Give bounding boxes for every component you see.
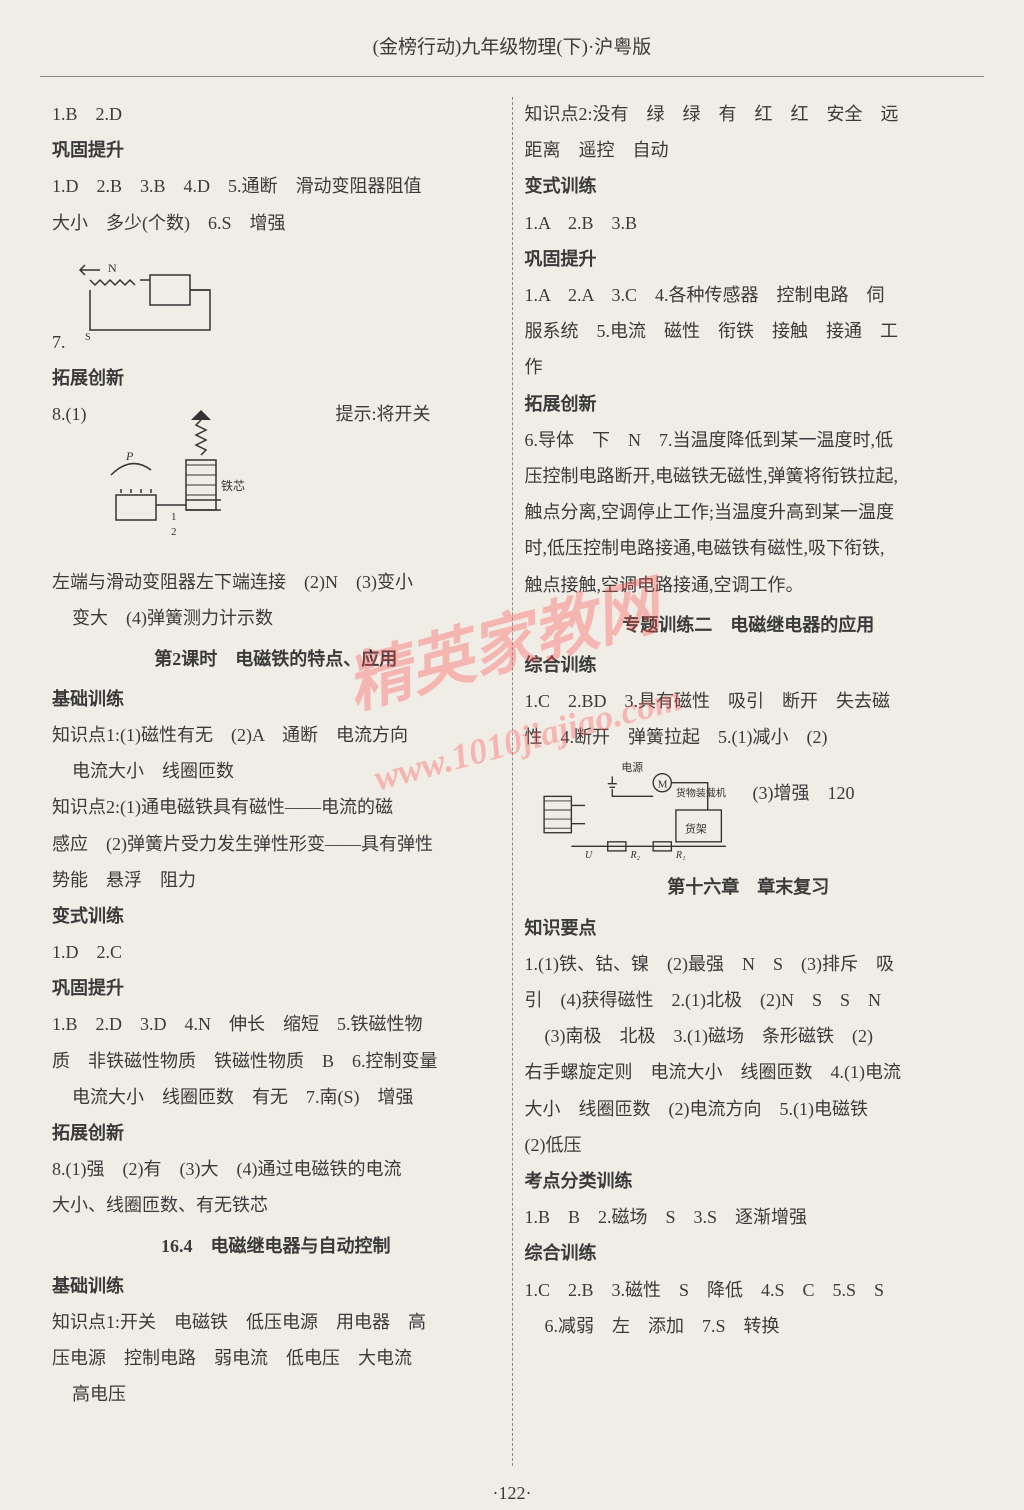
text-line: 大小 多少(个数) 6.S 增强 xyxy=(52,206,500,240)
circuit-diagram-icon: N S xyxy=(70,250,250,340)
right-column: 知识点2:没有 绿 绿 有 红 红 安全 远 距离 遥控 自动 变式训练 1.A… xyxy=(513,97,985,1466)
text-line: 8.(1)强 (2)有 (3)大 (4)通过电磁铁的电流 xyxy=(52,1152,500,1186)
section-heading: 巩固提升 xyxy=(52,133,500,167)
text-line: 性 4.断开 弹簧拉起 5.(1)减小 (2) xyxy=(525,720,973,754)
text-line: 压控制电路断开,电磁铁无磁性,弹簧将衔铁拉起, xyxy=(525,459,973,493)
page-header: (金榜行动)九年级物理(下)·沪粤版 xyxy=(40,30,984,77)
text-line: 压电源 控制电路 弱电流 低电压 大电流 xyxy=(52,1341,500,1375)
svg-text:R₂: R₂ xyxy=(629,851,640,861)
text-line: 1.B 2.D xyxy=(52,97,500,131)
text-line: 1.C 2.BD 3.具有磁性 吸引 断开 失去磁 xyxy=(525,684,973,718)
shelf-label: 货架 xyxy=(685,822,707,836)
text-line: 距离 遥控 自动 xyxy=(525,133,973,167)
item-number: 8.(1) xyxy=(52,404,87,424)
text-line: 电流大小 线圈匝数 有无 7.南(S) 增强 xyxy=(52,1080,500,1114)
section-heading: 基础训练 xyxy=(52,682,500,716)
section-heading: 巩固提升 xyxy=(52,971,500,1005)
hint-text: 提示:将开关 xyxy=(336,397,431,431)
text-line: 1.B 2.D 3.D 4.N 伸长 缩短 5.铁磁性物 xyxy=(52,1007,500,1041)
svg-text:1: 1 xyxy=(171,511,177,523)
section-heading: 基础训练 xyxy=(52,1269,500,1303)
section-heading: 考点分类训练 xyxy=(525,1164,973,1198)
svg-text:P: P xyxy=(125,449,134,463)
svg-text:M: M xyxy=(657,779,667,791)
text-line: 大小、线圈匝数、有无铁芯 xyxy=(52,1188,500,1222)
text-line: 感应 (2)弹簧片受力发生弹性形变——具有弹性 xyxy=(52,827,500,861)
svg-text:铁芯: 铁芯 xyxy=(221,479,245,493)
text-line: 大小 线圈匝数 (2)电流方向 5.(1)电磁铁 xyxy=(525,1092,973,1126)
section-heading: 综合训练 xyxy=(525,1236,973,1270)
text-line: 8.(1) 铁芯 P 1 2 提示:将开关 xyxy=(52,397,500,563)
text-line: 知识点2:(1)通电磁铁具有磁性——电流的磁 xyxy=(52,790,500,824)
chapter-title: 第十六章 章末复习 xyxy=(525,870,973,904)
text-line: 质 非铁磁性物质 铁磁性物质 B 6.控制变量 xyxy=(52,1044,500,1078)
text-line: 左端与滑动变阻器左下端连接 (2)N (3)变小 xyxy=(52,565,500,599)
power-label: 电源 xyxy=(621,760,643,774)
text-line: 知识点1:(1)磁性有无 (2)A 通断 电流方向 xyxy=(52,718,500,752)
section-heading: 变式训练 xyxy=(525,169,973,203)
lesson-title: 第2课时 电磁铁的特点、应用 xyxy=(52,642,500,676)
lesson-title: 专题训练二 电磁继电器的应用 xyxy=(525,608,973,642)
text-line: 1.D 2.C xyxy=(52,935,500,969)
text-line: 知识点1:开关 电磁铁 低压电源 用电器 高 xyxy=(52,1305,500,1339)
left-column: 1.B 2.D 巩固提升 1.D 2.B 3.B 4.D 5.通断 滑动变阻器阻… xyxy=(40,97,512,1466)
text-line: 1.A 2.B 3.B xyxy=(525,206,973,240)
svg-text:N: N xyxy=(108,261,117,275)
page-footer: ·122· xyxy=(40,1476,984,1510)
section-heading: 拓展创新 xyxy=(525,387,973,421)
svg-text:R₁: R₁ xyxy=(674,851,685,861)
item-number: 7. xyxy=(52,332,66,352)
text-line: 时,低压控制电路接通,电磁铁有磁性,吸下衔铁, xyxy=(525,531,973,565)
text-line: 作 xyxy=(525,350,973,384)
text-line: 知识点2:没有 绿 绿 有 红 红 安全 远 xyxy=(525,97,973,131)
loader-label: 货物装载机 xyxy=(675,787,725,800)
text-line: 高电压 xyxy=(52,1377,500,1411)
section-heading: 变式训练 xyxy=(52,899,500,933)
text-line: 变大 (4)弹簧测力计示数 xyxy=(52,601,500,635)
section-heading: 综合训练 xyxy=(525,648,973,682)
svg-text:2: 2 xyxy=(171,526,177,538)
text-line: 1.D 2.B 3.B 4.D 5.通断 滑动变阻器阻值 xyxy=(52,169,500,203)
text-line: (2)低压 xyxy=(525,1128,973,1162)
section-heading: 知识要点 xyxy=(525,911,973,945)
text-line: 6.导体 下 N 7.当温度降低到某一温度时,低 xyxy=(525,423,973,457)
lesson-title: 16.4 电磁继电器与自动控制 xyxy=(52,1229,500,1263)
text-line: 1.A 2.A 3.C 4.各种传感器 控制电路 伺 xyxy=(525,278,973,312)
text-line: 势能 悬浮 阻力 xyxy=(52,863,500,897)
section-heading: 拓展创新 xyxy=(52,361,500,395)
text-line: 触点分离,空调停止工作;当温度升高到某一温度 xyxy=(525,495,973,529)
text-line: (3)南极 北极 3.(1)磁场 条形磁铁 (2) xyxy=(525,1019,973,1053)
text-line: 电流大小 线圈匝数 xyxy=(52,754,500,788)
text-line: 1.(1)铁、钴、镍 (2)最强 N S (3)排斥 吸 xyxy=(525,947,973,981)
svg-text:S: S xyxy=(85,332,91,340)
text-line: 7. N S xyxy=(52,242,500,359)
text-line: (3)增强 120 xyxy=(753,756,855,810)
text-line: 触点接触,空调电路接通,空调工作。 xyxy=(525,568,973,602)
section-heading: 巩固提升 xyxy=(525,242,973,276)
diagram-row: 电源 M 货物装载机 货架 U R₂ R₁ (3)增强 120 xyxy=(525,756,973,864)
section-heading: 拓展创新 xyxy=(52,1116,500,1150)
text-line: 服系统 5.电流 磁性 衔铁 接触 接通 工 xyxy=(525,314,973,348)
svg-text:U: U xyxy=(585,851,593,861)
machine-circuit-diagram: 电源 M 货物装载机 货架 U R₂ R₁ xyxy=(525,760,745,860)
text-line: 1.C 2.B 3.磁性 S 降低 4.S C 5.S S xyxy=(525,1273,973,1307)
text-line: 右手螺旋定则 电流大小 线圈匝数 4.(1)电流 xyxy=(525,1055,973,1089)
content-area: 1.B 2.D 巩固提升 1.D 2.B 3.B 4.D 5.通断 滑动变阻器阻… xyxy=(40,97,984,1466)
text-line: 引 (4)获得磁性 2.(1)北极 (2)N S S N xyxy=(525,983,973,1017)
spring-circuit-diagram: 铁芯 P 1 2 xyxy=(101,405,301,555)
text-line: 6.减弱 左 添加 7.S 转换 xyxy=(525,1309,973,1343)
text-line: 1.B B 2.磁场 S 3.S 逐渐增强 xyxy=(525,1200,973,1234)
